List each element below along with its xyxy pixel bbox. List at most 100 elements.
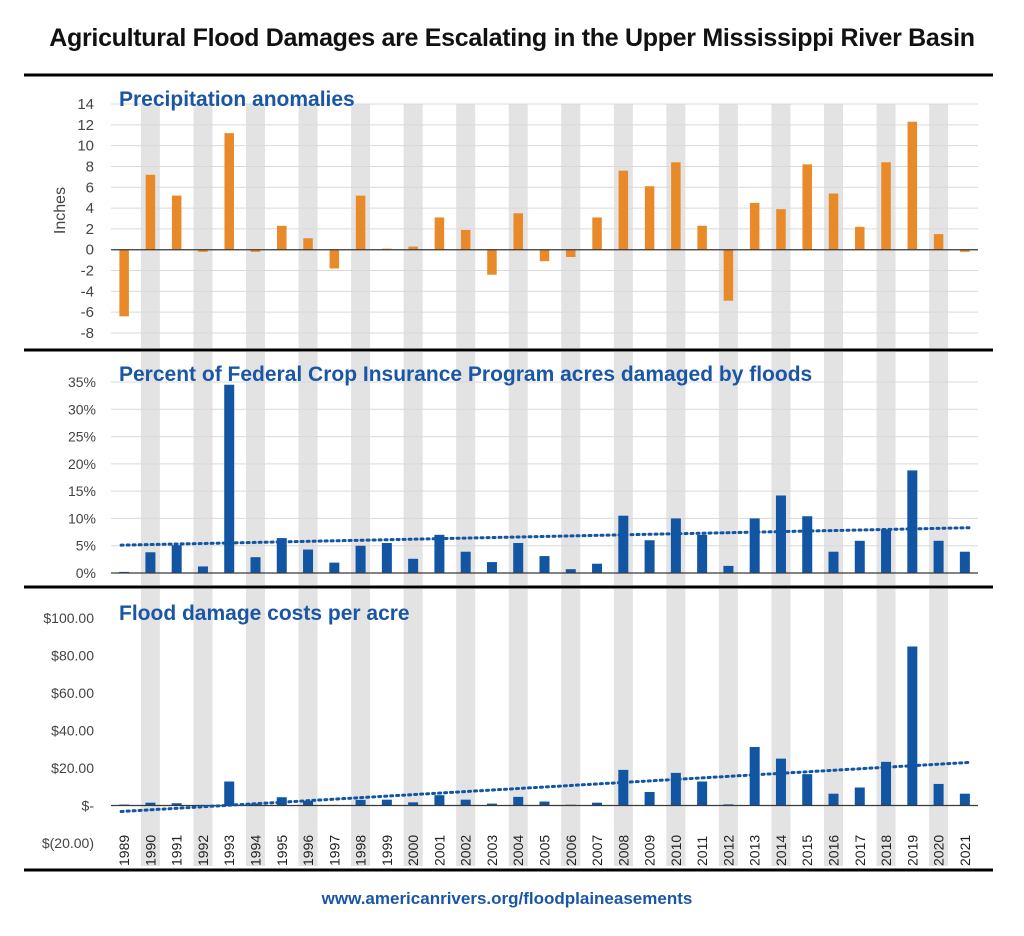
bar bbox=[198, 249, 208, 252]
y-tick-label: 25% bbox=[68, 429, 96, 445]
bar bbox=[566, 249, 576, 258]
year-band bbox=[561, 104, 581, 348]
bar bbox=[933, 234, 944, 250]
year-band bbox=[351, 589, 371, 866]
x-tick-label: 1991 bbox=[169, 835, 185, 866]
x-tick-label: 1993 bbox=[221, 835, 237, 866]
x-tick-label: 2001 bbox=[431, 835, 447, 866]
x-tick-label: 2012 bbox=[720, 835, 736, 866]
bar bbox=[959, 793, 970, 806]
bar bbox=[513, 542, 524, 573]
bar bbox=[959, 551, 970, 573]
bar bbox=[355, 545, 366, 573]
x-tick-label: 1990 bbox=[142, 835, 158, 866]
year-band bbox=[929, 104, 949, 348]
crop-insurance-panel: 35% 30% 25% 20% 15% 10% 5% 0% Percent of Federal… bbox=[68, 363, 978, 581]
x-tick-label: 2003 bbox=[484, 835, 500, 866]
x-tick-label: 2008 bbox=[615, 835, 631, 866]
y-tick-label: 35% bbox=[68, 374, 96, 390]
bar bbox=[303, 800, 314, 806]
bar bbox=[408, 802, 419, 806]
year-band bbox=[298, 589, 318, 866]
y-tick-label: $100.00 bbox=[43, 610, 94, 626]
year-band bbox=[718, 104, 738, 348]
y-tick-label: $(20.00) bbox=[42, 835, 94, 851]
bar bbox=[749, 747, 760, 806]
bar bbox=[434, 795, 445, 806]
x-tick-label: 2004 bbox=[510, 835, 526, 866]
bar bbox=[250, 557, 261, 573]
x-tick-label: 2005 bbox=[537, 835, 553, 866]
year-band bbox=[561, 352, 581, 585]
bar bbox=[670, 518, 681, 573]
year-band bbox=[929, 589, 949, 866]
x-tick-label: 2019 bbox=[904, 835, 920, 866]
x-tick-label: 1994 bbox=[248, 835, 264, 866]
bar bbox=[171, 803, 182, 806]
x-tick-label: 1989 bbox=[116, 835, 132, 866]
bar bbox=[855, 226, 865, 250]
y-tick-label: 0% bbox=[76, 565, 96, 581]
year-band bbox=[771, 589, 791, 866]
x-tick-label: 2021 bbox=[957, 835, 973, 866]
bar bbox=[644, 792, 655, 806]
y-tick-label: 8 bbox=[86, 158, 94, 175]
y-tick-label: 10 bbox=[77, 138, 94, 155]
bar bbox=[224, 781, 235, 806]
bar bbox=[776, 209, 786, 250]
y-tick-label: 4 bbox=[86, 200, 94, 217]
bar bbox=[329, 562, 340, 573]
year-band bbox=[456, 352, 476, 585]
bar bbox=[565, 569, 576, 573]
y-tick-label: $- bbox=[82, 798, 95, 814]
year-band bbox=[193, 589, 213, 866]
bar bbox=[145, 552, 156, 573]
x-tick-label: 2015 bbox=[799, 835, 815, 866]
x-tick-label: 2009 bbox=[642, 835, 658, 866]
year-band bbox=[403, 104, 423, 348]
bar bbox=[487, 249, 497, 275]
bar bbox=[381, 799, 392, 806]
y-tick-label: -4 bbox=[81, 283, 94, 300]
year-band bbox=[193, 104, 213, 348]
x-tick-label: 2014 bbox=[773, 835, 789, 866]
panel-title: Precipitation anomalies bbox=[119, 88, 355, 111]
year-band bbox=[824, 589, 843, 866]
x-tick-label: 1999 bbox=[379, 835, 395, 866]
panel-title: Percent of Federal Crop Insurance Progra… bbox=[119, 363, 812, 386]
bar bbox=[171, 545, 182, 573]
bar bbox=[460, 799, 471, 806]
year-band bbox=[246, 104, 265, 348]
bar bbox=[513, 796, 524, 806]
trendline bbox=[119, 760, 972, 813]
x-tick-label: 1992 bbox=[195, 835, 211, 866]
bar bbox=[355, 195, 366, 250]
year-band bbox=[298, 104, 318, 348]
bar bbox=[224, 133, 234, 250]
bar bbox=[513, 213, 523, 250]
x-axis: 1989 1990 1991 1992 1993 1994 1995 1996 1997 1998… bbox=[116, 835, 973, 866]
bar bbox=[933, 783, 944, 806]
bar bbox=[618, 769, 629, 806]
year-band bbox=[666, 589, 686, 866]
bar bbox=[224, 384, 235, 573]
year-band bbox=[456, 104, 476, 348]
year-band bbox=[246, 352, 265, 585]
chart-title: Agricultural Flood Damages are Escalatin… bbox=[49, 24, 975, 52]
bar bbox=[802, 774, 813, 806]
bar bbox=[145, 174, 156, 250]
bar bbox=[775, 495, 786, 573]
bar bbox=[618, 515, 629, 573]
x-tick-label: 2020 bbox=[931, 835, 947, 866]
bar bbox=[408, 558, 419, 573]
y-axis-label: Inches bbox=[52, 187, 69, 234]
y-tick-label: 0 bbox=[86, 242, 94, 259]
x-tick-label: 1996 bbox=[300, 835, 316, 866]
year-band bbox=[351, 352, 371, 585]
bar bbox=[881, 761, 892, 806]
year-band bbox=[876, 589, 896, 866]
bar bbox=[697, 225, 707, 250]
bar bbox=[802, 164, 812, 250]
bar bbox=[881, 162, 891, 250]
bar bbox=[355, 799, 366, 806]
